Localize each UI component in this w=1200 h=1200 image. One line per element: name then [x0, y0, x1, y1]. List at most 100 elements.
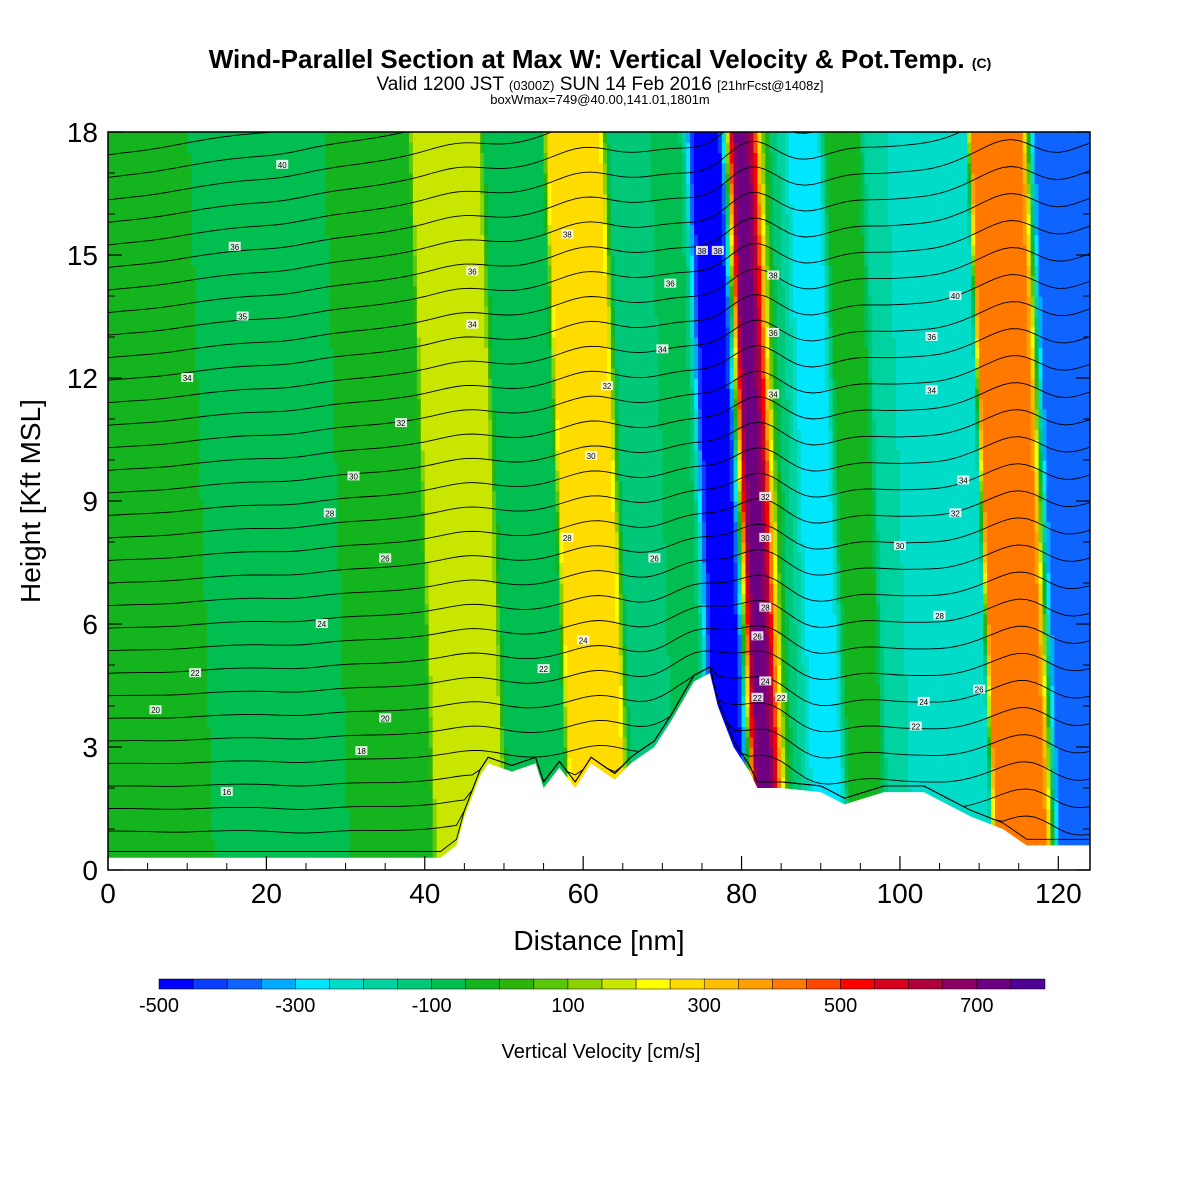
velocity-cell — [227, 276, 232, 287]
velocity-cell — [211, 532, 216, 543]
velocity-cell — [342, 460, 347, 471]
velocity-cell — [354, 675, 359, 686]
velocity-cell — [203, 153, 208, 164]
velocity-cell — [373, 788, 378, 799]
velocity-cell — [330, 378, 335, 389]
velocity-cell — [346, 163, 351, 174]
velocity-cell — [266, 573, 271, 584]
velocity-cell — [354, 153, 359, 164]
velocity-cell — [286, 399, 291, 410]
velocity-cell — [274, 327, 279, 338]
velocity-cell — [124, 429, 129, 440]
velocity-cell — [124, 552, 129, 563]
velocity-cell — [116, 727, 121, 738]
velocity-cell — [247, 665, 252, 676]
velocity-cell — [128, 675, 133, 686]
velocity-cell — [179, 327, 184, 338]
velocity-cell — [199, 347, 204, 358]
velocity-cell — [187, 399, 192, 410]
velocity-cell — [211, 757, 216, 768]
velocity-cell — [377, 429, 382, 440]
velocity-cell — [120, 768, 125, 779]
velocity-cell — [231, 224, 236, 235]
velocity-cell — [112, 501, 117, 512]
velocity-cell — [159, 194, 164, 205]
velocity-cell — [148, 552, 153, 563]
velocity-cell — [255, 327, 260, 338]
velocity-cell — [334, 491, 339, 502]
velocity-cell — [243, 276, 248, 287]
velocity-cell — [322, 768, 327, 779]
velocity-cell — [148, 798, 153, 809]
velocity-cell — [302, 686, 307, 697]
velocity-cell — [171, 696, 176, 707]
velocity-cell — [282, 440, 287, 451]
velocity-cell — [231, 214, 236, 225]
velocity-cell — [330, 317, 335, 328]
velocity-cell — [357, 173, 362, 184]
velocity-cell — [136, 778, 141, 789]
velocity-cell — [255, 727, 260, 738]
velocity-cell — [144, 809, 149, 820]
velocity-cell — [258, 511, 263, 522]
velocity-cell — [338, 163, 343, 174]
velocity-cell — [215, 655, 220, 666]
velocity-cell — [278, 757, 283, 768]
velocity-cell — [286, 440, 291, 451]
velocity-cell — [338, 583, 343, 594]
velocity-cell — [251, 235, 256, 246]
velocity-cell — [140, 276, 145, 287]
velocity-cell — [235, 183, 240, 194]
velocity-cell — [322, 696, 327, 707]
velocity-cell — [318, 819, 323, 830]
velocity-cell — [144, 788, 149, 799]
velocity-cell — [365, 255, 370, 266]
velocity-cell — [318, 173, 323, 184]
velocity-cell — [144, 481, 149, 492]
velocity-cell — [227, 378, 232, 389]
velocity-cell — [262, 358, 267, 369]
velocity-cell — [357, 491, 362, 502]
velocity-cell — [306, 204, 311, 215]
velocity-cell — [286, 819, 291, 830]
velocity-cell — [365, 522, 370, 533]
velocity-cell — [357, 563, 362, 574]
velocity-cell — [156, 429, 161, 440]
velocity-cell — [191, 358, 196, 369]
velocity-cell — [258, 368, 263, 379]
velocity-cell — [187, 460, 192, 471]
velocity-cell — [373, 429, 378, 440]
velocity-cell — [116, 542, 121, 553]
velocity-cell — [377, 511, 382, 522]
velocity-cell — [330, 347, 335, 358]
velocity-cell — [167, 829, 172, 840]
velocity-cell — [156, 132, 161, 143]
velocity-cell — [211, 163, 216, 174]
velocity-cell — [163, 317, 168, 328]
velocity-cell — [219, 235, 224, 246]
velocity-cell — [163, 245, 168, 256]
velocity-cell — [290, 296, 295, 307]
velocity-cell — [152, 829, 157, 840]
velocity-cell — [373, 552, 378, 563]
velocity-cell — [128, 429, 133, 440]
velocity-cell — [203, 409, 208, 420]
velocity-cell — [258, 501, 263, 512]
velocity-cell — [140, 727, 145, 738]
velocity-cell — [338, 716, 343, 727]
velocity-cell — [326, 686, 331, 697]
velocity-cell — [159, 409, 164, 420]
velocity-cell — [136, 153, 141, 164]
velocity-cell — [302, 563, 307, 574]
velocity-cell — [318, 460, 323, 471]
velocity-cell — [330, 532, 335, 543]
velocity-cell — [318, 409, 323, 420]
velocity-cell — [369, 839, 374, 850]
velocity-cell — [326, 347, 331, 358]
velocity-cell — [350, 624, 355, 635]
velocity-cell — [152, 686, 157, 697]
velocity-cell — [318, 706, 323, 717]
velocity-cell — [369, 183, 374, 194]
velocity-cell — [350, 317, 355, 328]
velocity-cell — [243, 522, 248, 533]
